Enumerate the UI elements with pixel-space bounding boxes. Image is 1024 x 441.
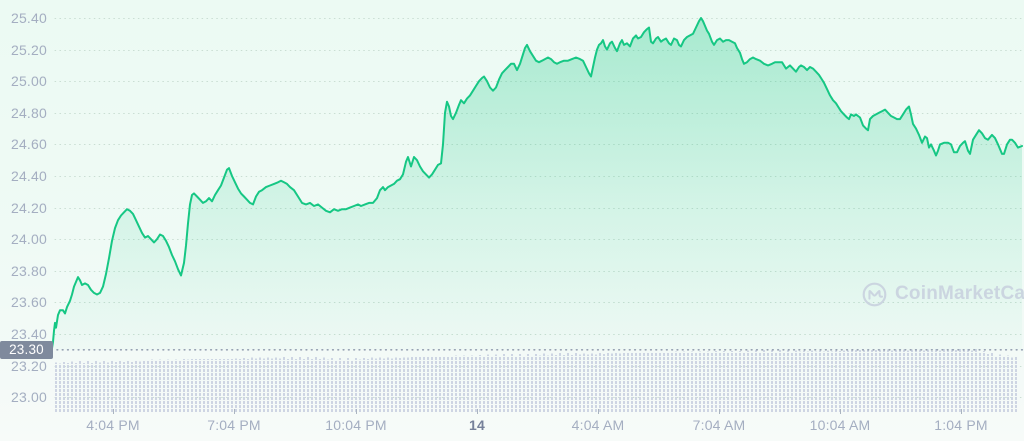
reference-price-badge: 23.30 xyxy=(0,340,53,359)
x-axis-label: 10:04 PM xyxy=(325,417,387,433)
x-axis-label: 1:04 PM xyxy=(934,417,988,433)
y-axis-label: 23.80 xyxy=(10,262,47,279)
x-tick-marks xyxy=(113,409,962,414)
y-axis-label: 25.40 xyxy=(10,10,47,26)
watermark-text: CoinMarketCap xyxy=(895,283,1024,304)
coinmarketcap-watermark[interactable]: CoinMarketCap xyxy=(861,280,1024,308)
y-axis-label: 23.60 xyxy=(10,294,47,311)
y-axis-label: 24.40 xyxy=(10,168,47,184)
x-axis-label: 4:04 PM xyxy=(86,417,140,433)
volume-bars xyxy=(55,348,1017,412)
y-axis-label: 23.20 xyxy=(10,357,47,374)
y-axis-label: 23.00 xyxy=(10,389,47,406)
x-axis-label: 7:04 PM xyxy=(207,417,261,433)
x-axis-date-label: 14 xyxy=(469,417,485,433)
y-axis-label: 25.00 xyxy=(10,73,47,90)
y-axis-label: 23.40 xyxy=(10,326,47,342)
price-line xyxy=(51,17,1023,350)
y-axis-label: 24.80 xyxy=(10,104,47,121)
y-axis-label: 24.00 xyxy=(10,231,47,248)
coinmarketcap-logo-icon xyxy=(862,282,887,306)
x-axis-label: 7:04 AM xyxy=(692,417,746,433)
x-axis-label: 4:04 AM xyxy=(571,417,625,433)
reference-price-label: 23.30 xyxy=(9,341,44,357)
y-axis-label: 24.20 xyxy=(10,199,47,216)
y-axis-label: 25.20 xyxy=(10,41,47,58)
price-area xyxy=(52,18,1022,350)
y-axis-label: 24.60 xyxy=(10,136,47,153)
x-axis-label: 10:04 AM xyxy=(809,417,871,433)
